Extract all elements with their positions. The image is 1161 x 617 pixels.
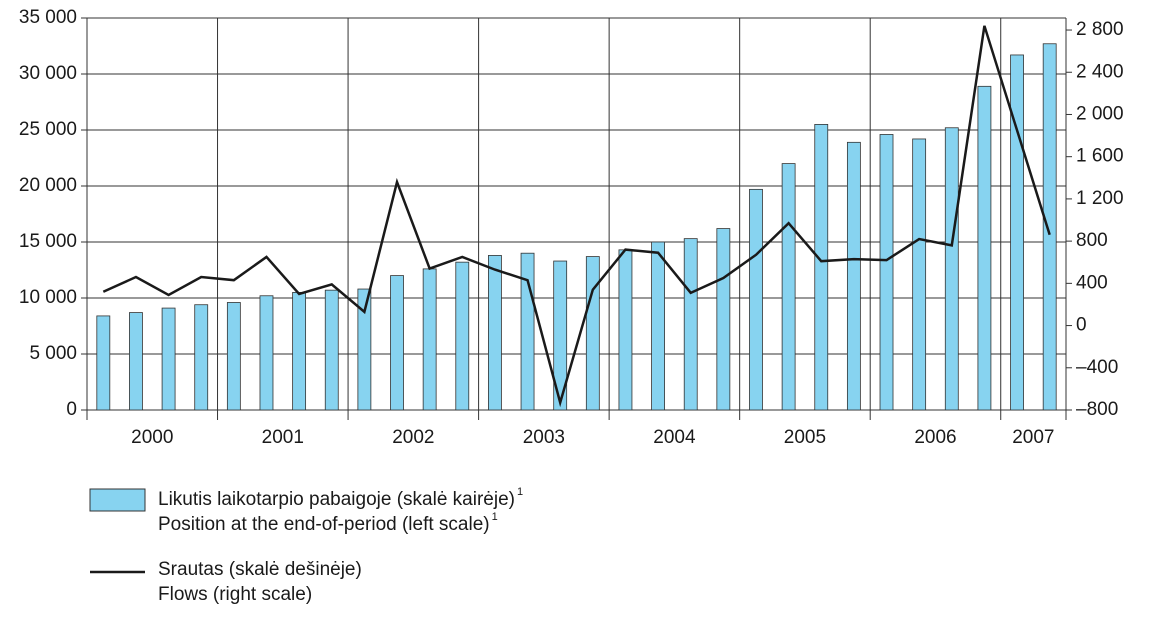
bar — [259, 295, 274, 411]
legend-label: Srautas (skalė dešinėje) — [158, 559, 362, 580]
bar — [292, 291, 307, 411]
bar — [390, 275, 404, 411]
bar — [488, 255, 502, 411]
bar — [1042, 43, 1057, 411]
x-tick-label: 2000 — [131, 427, 173, 448]
y2-tick-label: 1 600 — [1076, 146, 1124, 167]
y-tick-label: 0 — [66, 399, 77, 420]
footnote-mark: 1 — [492, 511, 498, 523]
y2-tick-label: 400 — [1076, 272, 1108, 293]
bar — [781, 163, 796, 411]
bar — [194, 304, 209, 411]
y2-tick-label: 1 200 — [1076, 188, 1124, 209]
bar — [846, 141, 861, 411]
y-tick-label: 15 000 — [19, 231, 77, 252]
y-tick-label: 30 000 — [19, 63, 77, 84]
flow-line — [102, 25, 1051, 408]
x-tick-label: 2004 — [653, 427, 696, 448]
bar — [585, 256, 600, 411]
bar — [651, 241, 665, 411]
legend-label: Likutis laikotarpio pabaigoje (skalė kai… — [158, 489, 515, 510]
y2-tick-label: 2 800 — [1076, 19, 1124, 40]
legend-label: Position at the end-of-period (left scal… — [158, 514, 490, 535]
x-tick-label: 2007 — [1012, 427, 1054, 448]
bar — [357, 288, 372, 411]
bar — [129, 312, 143, 411]
bar — [455, 261, 470, 411]
y-tick-label: 25 000 — [19, 119, 77, 140]
bar — [161, 307, 176, 411]
bar — [422, 268, 437, 411]
x-tick-label: 2002 — [392, 427, 434, 448]
footnote-mark: 1 — [517, 486, 523, 498]
y-tick-label: 10 000 — [19, 287, 77, 308]
y2-tick-label: 2 000 — [1076, 103, 1124, 124]
legend-swatch — [89, 488, 146, 512]
bar — [716, 228, 731, 411]
bar — [879, 134, 894, 411]
y-tick-label: 35 000 — [19, 7, 77, 28]
bar — [749, 188, 763, 411]
x-tick-label: 2005 — [784, 427, 826, 448]
x-tick-label: 2001 — [262, 427, 304, 448]
y2-tick-label: –800 — [1076, 399, 1118, 420]
y2-tick-label: 2 400 — [1076, 61, 1124, 82]
bar — [683, 238, 698, 411]
bar — [912, 138, 927, 411]
legend-label: Flows (right scale) — [158, 584, 312, 605]
bar — [944, 127, 959, 411]
bar — [520, 252, 535, 411]
bar — [553, 260, 568, 411]
y-tick-label: 20 000 — [19, 175, 77, 196]
y2-tick-label: 800 — [1076, 230, 1108, 251]
bar — [226, 302, 241, 411]
y2-tick-label: 0 — [1076, 315, 1087, 336]
bar — [977, 85, 992, 411]
y-tick-label: 5 000 — [29, 343, 77, 364]
bar — [1010, 54, 1024, 411]
bar — [96, 315, 111, 411]
x-tick-label: 2006 — [914, 427, 956, 448]
bar — [618, 249, 633, 411]
bar — [324, 289, 339, 411]
y2-tick-label: –400 — [1076, 357, 1118, 378]
x-tick-label: 2003 — [523, 427, 565, 448]
bar — [814, 124, 829, 411]
